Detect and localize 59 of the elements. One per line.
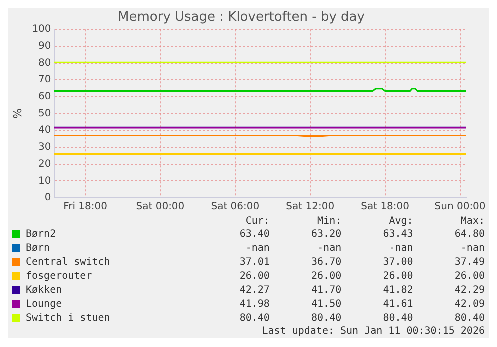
text: 41.61 bbox=[382, 298, 414, 312]
text: -nan bbox=[388, 242, 414, 256]
text: 41.70 bbox=[310, 284, 343, 298]
x-tick-label: Fri 18:00 bbox=[64, 202, 108, 213]
text: 80.40 bbox=[382, 312, 414, 326]
y-tick-label: 100 bbox=[32, 24, 52, 36]
chart-title: Memory Usage : Klovertoften - by day bbox=[118, 10, 366, 26]
y-tick-label: 50 bbox=[38, 108, 52, 120]
legend-label: Børn bbox=[25, 242, 52, 256]
text: 42.27 bbox=[238, 284, 271, 298]
text: 80.40 bbox=[310, 312, 343, 326]
text: -nan bbox=[244, 242, 271, 256]
text: 37.00 bbox=[382, 256, 414, 270]
y-tick-label: 40 bbox=[38, 125, 52, 136]
text: 63.40 bbox=[238, 228, 271, 242]
legend-label: Lounge bbox=[25, 298, 64, 312]
y-axis-title: % bbox=[11, 108, 24, 120]
legend-label: fosgerouter bbox=[25, 270, 94, 284]
text: 37.01 bbox=[238, 256, 271, 270]
text: 64.80 bbox=[454, 228, 486, 242]
y-tick-label: 80 bbox=[38, 58, 52, 69]
legend-label: Central switch bbox=[25, 256, 112, 270]
x-tick-label: Sun 00:00 bbox=[434, 202, 486, 213]
text: 26.00 bbox=[382, 270, 414, 284]
text: 26.00 bbox=[310, 270, 343, 284]
text: 26.00 bbox=[454, 270, 486, 284]
text: 41.82 bbox=[382, 284, 414, 298]
text: 36.70 bbox=[310, 256, 343, 270]
y-tick-label: 10 bbox=[38, 176, 52, 187]
text: -nan bbox=[460, 242, 486, 256]
legend-label: Børn2 bbox=[25, 228, 58, 242]
x-tick-label: Sat 00:00 bbox=[136, 202, 185, 213]
text: 80.40 bbox=[238, 312, 271, 326]
text: 37.49 bbox=[454, 256, 486, 270]
text: Avg: bbox=[388, 216, 414, 228]
text: -nan bbox=[316, 242, 343, 256]
text: 80.40 bbox=[454, 312, 486, 326]
legend-label: Switch i stuen bbox=[25, 312, 112, 326]
text: 63.20 bbox=[310, 228, 343, 242]
text: 42.29 bbox=[454, 284, 486, 298]
y-tick-label: 60 bbox=[38, 92, 52, 103]
text: 41.50 bbox=[310, 298, 343, 312]
x-tick-label: Sat 06:00 bbox=[211, 202, 260, 213]
x-tick-label: Sat 18:00 bbox=[361, 202, 410, 213]
text: Max: bbox=[460, 216, 486, 228]
text: 26.00 bbox=[238, 270, 271, 284]
y-tick-label: 30 bbox=[38, 142, 52, 154]
text: 41.98 bbox=[238, 298, 271, 312]
y-tick-label: 90 bbox=[38, 41, 52, 52]
legend-label: Køkken bbox=[25, 284, 64, 298]
text: 63.43 bbox=[382, 228, 414, 242]
y-tick-label: 70 bbox=[38, 74, 52, 86]
text: Min: bbox=[316, 216, 343, 228]
y-tick-label: 20 bbox=[38, 158, 52, 170]
text: Cur: bbox=[244, 216, 271, 228]
y-tick-label: 0 bbox=[44, 192, 52, 204]
text: 42.09 bbox=[454, 298, 486, 312]
x-tick-label: Sat 12:00 bbox=[286, 202, 335, 213]
text: Last update: Sun Jan 11 00:30:15 2026 bbox=[261, 326, 486, 338]
